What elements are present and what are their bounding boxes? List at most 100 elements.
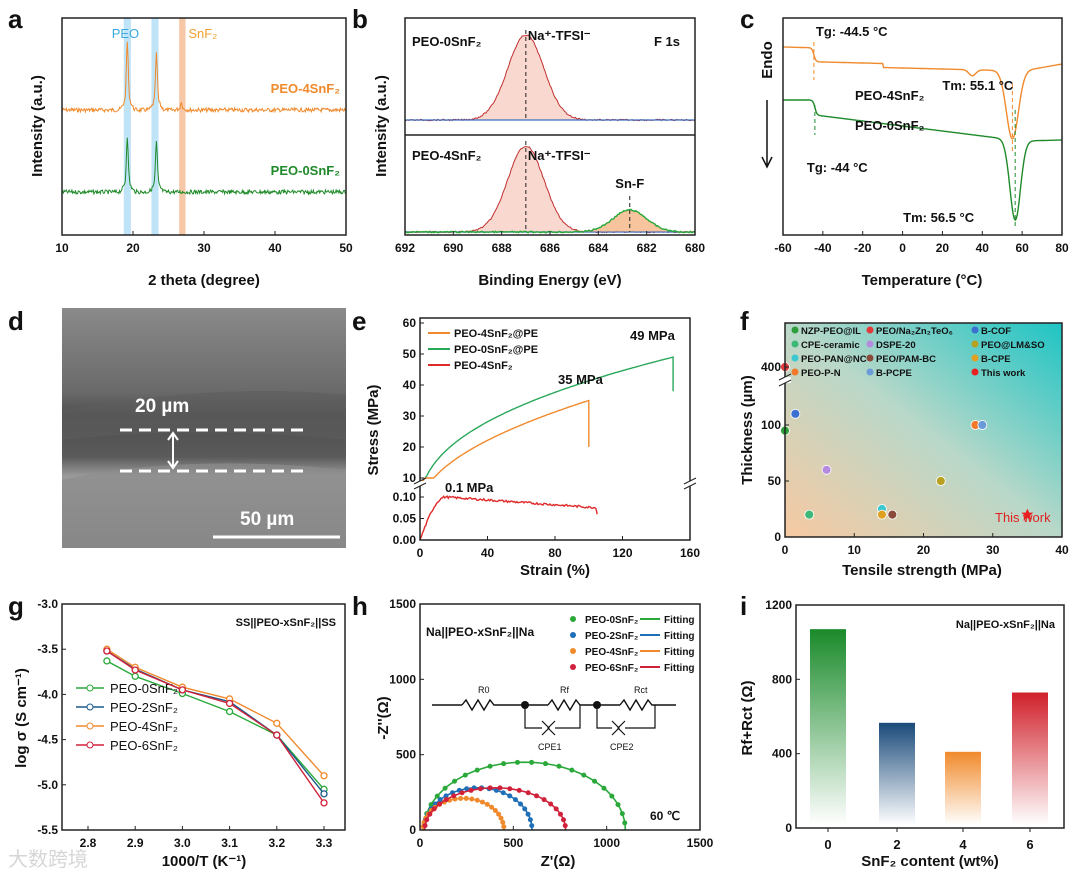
- data-point: [529, 759, 535, 765]
- data-point: [437, 801, 443, 807]
- legend-marker: [570, 648, 576, 654]
- x-tick-label: 692: [395, 241, 415, 255]
- max-stress-label: 35 MPa: [558, 372, 604, 387]
- data-point: [451, 793, 457, 799]
- xrd-curve: [61, 137, 346, 196]
- highlight-band: [179, 18, 186, 235]
- x-tick-label: 0: [417, 546, 424, 560]
- panel-c: Tg: -44.5 °C Tm: 55.1 °C Tg: -44 °C Tm: 56.…: [759, 17, 1069, 289]
- cell-label: SS||PEO-xSnF₂||SS: [236, 617, 336, 629]
- y-axis-label: Thickness (µm): [739, 375, 756, 485]
- y-axis-label: -Z''(Ω): [375, 696, 392, 739]
- data-point: [131, 666, 139, 674]
- legend-label: PEO-4SnF₂@PE: [454, 328, 538, 340]
- panel-label-d: d: [8, 306, 24, 336]
- panel-g: PEO-0SnF₂ PEO-2SnF₂ PEO-4SnF₂ PEO-6SnF₂ SS||…: [13, 597, 346, 870]
- series-label: PEO-4SnF₂: [271, 81, 341, 96]
- y-tick-label: 0: [785, 821, 792, 835]
- data-point: [609, 793, 615, 799]
- legend-label: B-COF: [981, 326, 1011, 337]
- data-point: [615, 802, 621, 808]
- x-tick-label: 20: [126, 241, 140, 255]
- data-point: [422, 823, 428, 829]
- data-point: [103, 657, 111, 665]
- x-tick-label: 30: [986, 543, 1000, 557]
- peak-fill: [405, 209, 695, 233]
- x-tick-label: 2: [893, 837, 900, 852]
- y-axis-label: log σ (S cm⁻¹): [13, 668, 30, 768]
- dsc-curve: [783, 99, 1062, 222]
- legend-label: PEO-0SnF₂: [585, 615, 638, 626]
- circuit-label: CPE1: [538, 742, 562, 752]
- data-point: [562, 823, 568, 829]
- circuit-node: [521, 701, 529, 709]
- data-point: [474, 797, 480, 803]
- y-tick-label: 60: [403, 316, 417, 330]
- x-tick-label: 80: [1055, 241, 1069, 255]
- data-point: [442, 785, 448, 791]
- panel-label-e: e: [352, 306, 366, 336]
- x-tick-label: 160: [680, 546, 700, 560]
- legend-label: PEO-4SnF₂: [110, 719, 178, 734]
- y-tick-label: 400: [772, 747, 792, 761]
- data-point: [821, 464, 832, 475]
- legend-label: PEO@LM&SO: [981, 340, 1045, 351]
- stress-curve: [419, 356, 674, 485]
- data-point: [525, 790, 531, 796]
- panel-label-g: g: [8, 591, 24, 621]
- legend-label: PEO/PAM-BC: [876, 354, 936, 365]
- cpe-symbol-icon: [524, 705, 656, 736]
- circuit-label: CPE2: [610, 742, 634, 752]
- x-tick-label: 680: [685, 241, 705, 255]
- legend-label: Fitting: [664, 615, 695, 626]
- tm-label: Tm: 56.5 °C: [903, 210, 975, 225]
- legend-marker: [86, 703, 94, 711]
- x-tick-label: 684: [588, 241, 608, 255]
- data-point: [493, 787, 499, 793]
- band-label: SnF₂: [188, 26, 217, 41]
- legend-label: PEO-2SnF₂: [585, 631, 638, 642]
- x-tick-label: 40: [268, 241, 282, 255]
- data-point: [443, 797, 449, 803]
- sem-film-layer: [62, 390, 346, 440]
- tg-label: Tg: -44 °C: [807, 160, 868, 175]
- x-tick-label: 0: [824, 837, 831, 852]
- panel-e: 49 MPa 35 MPa 0.1 MPa PEO-4SnF₂@PE PEO-0SnF₂…: [365, 316, 700, 579]
- y-tick-label: 500: [396, 748, 416, 762]
- x-tick-label: 2.8: [80, 836, 97, 850]
- peak-fill: [405, 146, 695, 233]
- x-tick-label: 0: [417, 836, 424, 850]
- y-tick-label: -3.5: [37, 642, 58, 656]
- axes-frame: [795, 604, 1065, 829]
- endo-arrow-icon: [761, 100, 773, 169]
- data-point: [487, 763, 493, 769]
- data-point: [935, 476, 946, 486]
- panel-a: PEO SnF₂ PEO-4SnF₂ PEO-0SnF₂ 10 20 30 40 50 Inten…: [29, 17, 353, 289]
- data-point: [463, 795, 469, 801]
- legend-label: Fitting: [664, 631, 695, 642]
- y-axis-label: Rf+Rct (Ω): [739, 681, 756, 756]
- x-tick-label: 40: [481, 546, 495, 560]
- watermark: 大数跨境: [8, 847, 88, 871]
- data-point: [804, 509, 815, 520]
- data-point: [320, 799, 328, 807]
- bar: [945, 751, 981, 825]
- legend-marker: [866, 354, 874, 362]
- data-point: [790, 408, 801, 419]
- data-point: [458, 795, 464, 801]
- y-tick-label: 10: [403, 471, 417, 485]
- legend-marker: [866, 340, 874, 348]
- circuit-label: Rf: [560, 685, 569, 695]
- data-point: [320, 772, 328, 780]
- series-label: PEO-4SnF₂: [412, 148, 482, 163]
- y-tick-label: 50: [403, 347, 417, 361]
- y-tick-label: -4.0: [37, 687, 58, 701]
- y-tick-label: 1200: [765, 598, 792, 612]
- data-point: [507, 793, 513, 799]
- data-point: [887, 509, 898, 520]
- x-tick-label: 690: [443, 241, 463, 255]
- data-point: [553, 806, 559, 812]
- x-axis-label: 1000/T (K⁻¹): [162, 853, 247, 870]
